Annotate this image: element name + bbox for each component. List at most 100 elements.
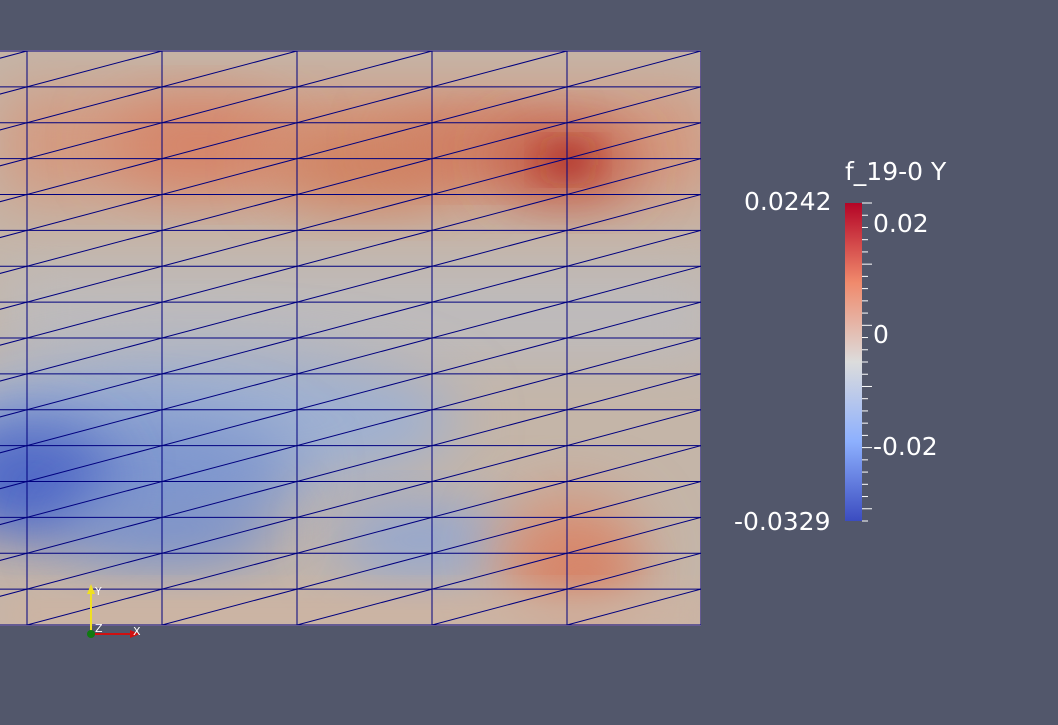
mesh-edge-diagonal [566, 301, 701, 339]
mesh-edge-diagonal [566, 552, 701, 590]
axes-triad: Y Z X [87, 584, 141, 638]
mesh-edge-diagonal [296, 86, 433, 124]
mesh-edge-diagonal [431, 158, 568, 195]
colorbar-ticks [862, 202, 872, 522]
mesh-edge-diagonal [296, 481, 433, 518]
mesh-edge-diagonal [566, 588, 701, 626]
colorbar-title: f_19-0 Y [845, 157, 947, 186]
mesh-edge-diagonal [566, 50, 701, 88]
mesh-edge-diagonal [566, 86, 701, 124]
mesh-edge-diagonal [0, 158, 28, 167]
mesh-edge-diagonal [431, 516, 568, 554]
mesh-edge-diagonal [161, 50, 298, 88]
mesh-edge-diagonal [161, 481, 298, 518]
colorbar-label-0: 0 [873, 320, 889, 349]
mesh-edge-diagonal [296, 50, 433, 88]
mesh-edge-diagonal [26, 481, 163, 518]
mesh-edge-diagonal [0, 301, 28, 310]
mesh-edge-diagonal [0, 445, 28, 454]
mesh-edge-diagonal [296, 229, 433, 267]
mesh-edge-diagonal [296, 588, 433, 626]
mesh-edge-diagonal [431, 50, 568, 88]
mesh-edge-diagonal [0, 588, 28, 597]
mesh-edge-diagonal [161, 373, 298, 411]
mesh-edge-diagonal [0, 86, 28, 95]
mesh-edge-diagonal [161, 229, 298, 267]
mesh-edge-diagonal [566, 445, 701, 482]
mesh-edge-diagonal [161, 265, 298, 303]
mesh-edge-diagonal [26, 229, 163, 267]
mesh-edge-diagonal [26, 337, 163, 375]
mesh-edge-diagonal [161, 194, 298, 231]
axis-x-label: X [133, 625, 141, 638]
mesh-edge-diagonal [0, 552, 28, 561]
mesh-edge-diagonal [161, 158, 298, 195]
mesh-edge-diagonal [566, 516, 701, 554]
mesh-edge-diagonal [431, 122, 568, 160]
mesh-edge-diagonal [26, 516, 163, 554]
axis-z-label: Z [95, 622, 103, 635]
mesh-edge-diagonal [161, 445, 298, 482]
mesh-edge-diagonal [26, 445, 163, 482]
mesh-edge-diagonal [296, 158, 433, 195]
mesh-edge-diagonal [26, 265, 163, 303]
mesh-edge-diagonal [296, 122, 433, 160]
mesh-grid [0, 50, 701, 626]
mesh-edge-diagonal [0, 481, 28, 490]
mesh-edge-diagonal [431, 588, 568, 626]
mesh-edge-diagonal [161, 86, 298, 124]
mesh-edge-diagonal [26, 373, 163, 411]
colorbar [845, 202, 872, 522]
mesh-edge-diagonal [26, 588, 163, 626]
mesh-edge-diagonal [26, 122, 163, 160]
mesh-edge-diagonal [26, 301, 163, 339]
mesh-edge-diagonal [0, 373, 28, 382]
mesh-edge-diagonal [26, 194, 163, 231]
mesh-edge-diagonal [296, 194, 433, 231]
mesh-edge-diagonal [431, 265, 568, 303]
colorbar-gradient [845, 203, 862, 521]
colorbar-label-0.02: 0.02 [873, 209, 929, 238]
axis-y-label: Y [94, 585, 102, 598]
mesh-edge-diagonal [161, 409, 298, 447]
mesh-edge-diagonal [26, 50, 163, 88]
mesh-edge-diagonal [161, 337, 298, 375]
mesh-edge-diagonal [431, 194, 568, 231]
mesh-edge-diagonal [296, 301, 433, 339]
mesh-edge-diagonal [0, 194, 28, 203]
mesh-edge-diagonal [431, 337, 568, 375]
mesh-edge-diagonal [566, 481, 701, 518]
mesh-edge-diagonal [566, 373, 701, 411]
mesh-edge-diagonal [0, 122, 28, 131]
mesh-edge-diagonal [0, 409, 28, 418]
mesh-edge-diagonal [0, 337, 28, 346]
mesh-edge-diagonal [431, 373, 568, 411]
mesh-edge-diagonal [0, 50, 28, 59]
mesh-edge-diagonal [566, 229, 701, 267]
mesh-edge-diagonal [296, 373, 433, 411]
mesh-edge-diagonal [161, 516, 298, 554]
mesh-edge-diagonal [296, 445, 433, 482]
mesh-edge-diagonal [26, 86, 163, 124]
mesh-edge-diagonal [296, 516, 433, 554]
mesh-edge-diagonal [296, 552, 433, 590]
mesh-edge-diagonal [431, 552, 568, 590]
mesh-edge-diagonal [566, 337, 701, 375]
mesh-edge-diagonal [431, 445, 568, 482]
mesh-edge-diagonal [296, 337, 433, 375]
mesh-edge-diagonal [0, 516, 28, 526]
mesh-edge-diagonal [566, 409, 701, 447]
mesh-edge-diagonal [0, 229, 28, 239]
mesh-edge-diagonal [566, 158, 701, 195]
mesh-edge-diagonal [161, 588, 298, 626]
mesh-edge-diagonal [26, 409, 163, 447]
mesh-surface [0, 50, 701, 626]
mesh-edge-diagonal [161, 122, 298, 160]
mesh-edge-diagonal [161, 301, 298, 339]
mesh-edge-diagonal [26, 552, 163, 590]
mesh-edge-diagonal [431, 86, 568, 124]
mesh-edge-diagonal [296, 265, 433, 303]
mesh-edge-diagonal [566, 194, 701, 231]
mesh-edge-diagonal [431, 481, 568, 518]
